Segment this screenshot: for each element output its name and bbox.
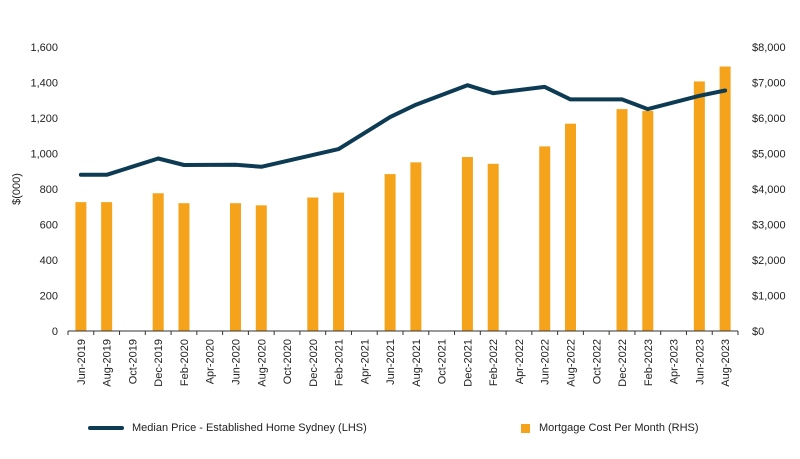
x-tick-label: Apr-2021 xyxy=(359,339,371,384)
bar xyxy=(178,203,190,331)
y-left-tick-label: 600 xyxy=(40,220,58,232)
bar xyxy=(101,202,113,331)
y-left-tick-label: 0 xyxy=(52,326,58,338)
x-tick-label: Jun-2019 xyxy=(76,339,88,385)
y-left-tick-label: 400 xyxy=(40,255,58,267)
x-tick-label: Feb-2020 xyxy=(179,339,191,386)
x-tick-label: Oct-2022 xyxy=(591,339,603,384)
bar xyxy=(410,162,422,331)
y-right-tick-label: $5,000 xyxy=(752,149,786,161)
bar xyxy=(255,205,267,331)
legend-box-swatch xyxy=(521,423,530,433)
x-tick-label: Feb-2022 xyxy=(488,339,500,386)
bar xyxy=(384,174,396,331)
x-tick-label: Apr-2020 xyxy=(205,339,217,384)
median-price-line xyxy=(78,83,728,177)
y-left-tick-label: 1,200 xyxy=(30,113,58,125)
x-tick-label: Aug-2020 xyxy=(256,339,268,387)
x-axis: Jun-2019 Aug-2019 Oct-2019 Dec-2019 Feb-2020… xyxy=(67,330,739,387)
bar xyxy=(461,157,473,331)
bar xyxy=(75,202,87,331)
y-left-tick-label: 1,400 xyxy=(30,78,58,90)
y-right-tick-label: $1,000 xyxy=(752,291,786,303)
bar xyxy=(616,109,628,331)
x-tick-label: Jun-2022 xyxy=(540,339,552,385)
bar xyxy=(230,203,241,331)
x-tick-label: Apr-2023 xyxy=(669,339,681,384)
x-tick-label: Aug-2023 xyxy=(720,339,732,387)
y-right-tick-label: $4,000 xyxy=(752,184,786,196)
bar xyxy=(152,193,164,331)
y-right-tick-label: $7,000 xyxy=(752,78,786,90)
x-tick-label: Jun-2023 xyxy=(694,339,706,385)
y-right-tick-label: $6,000 xyxy=(752,113,786,125)
x-tick-label: Dec-2020 xyxy=(308,339,320,387)
y-axis-left: 0 200 400 600 800 1,000 1,200 1,400 1,600 xyxy=(30,42,58,338)
x-tick-label: Dec-2021 xyxy=(462,339,474,387)
y-axis-left-label: $(000) xyxy=(11,173,23,205)
y-right-tick-label: $2,000 xyxy=(752,255,786,267)
x-tick-label: Oct-2020 xyxy=(282,339,294,384)
legend-line-swatch xyxy=(88,426,124,430)
x-tick-label: Aug-2019 xyxy=(102,339,114,387)
bar xyxy=(693,81,705,331)
y-left-tick-label: 800 xyxy=(40,184,58,196)
bar xyxy=(565,123,576,332)
y-axis-right: $0 $1,000 $2,000 $3,000 $4,000 $5,000 $6,000 $7… xyxy=(752,42,786,338)
y-right-tick-label: $0 xyxy=(752,326,764,338)
x-tick-label: Jun-2020 xyxy=(231,339,243,385)
x-tick-label: Aug-2022 xyxy=(566,339,578,387)
x-tick-label: Apr-2022 xyxy=(514,339,526,384)
y-left-tick-label: 200 xyxy=(40,291,58,303)
legend-label-mortgage-cost: Mortgage Cost Per Month (RHS) xyxy=(539,422,699,434)
bar xyxy=(642,110,654,332)
x-tick-label: Feb-2023 xyxy=(643,339,655,386)
bar-series-mortgage-cost xyxy=(75,66,731,332)
x-tick-label: Oct-2021 xyxy=(437,339,449,384)
bar xyxy=(719,66,731,332)
bar xyxy=(487,163,499,331)
y-right-tick-label: $8,000 xyxy=(752,42,786,54)
x-tick-label: Oct-2019 xyxy=(127,339,139,384)
legend-item-mortgage-cost: Mortgage Cost Per Month (RHS) xyxy=(521,422,699,434)
legend-item-median-price: Median Price - Established Home Sydney (… xyxy=(88,422,367,434)
x-tick-label: Dec-2019 xyxy=(153,339,165,387)
bar xyxy=(307,197,319,331)
x-tick-label: Dec-2022 xyxy=(617,339,629,387)
y-left-tick-label: 1,600 xyxy=(30,42,58,54)
y-right-tick-label: $3,000 xyxy=(752,220,786,232)
x-tick-label: Aug-2021 xyxy=(411,339,423,387)
legend-label-median-price: Median Price - Established Home Sydney (… xyxy=(132,422,367,434)
line-series-median-price xyxy=(78,83,728,177)
y-left-tick-label: 1,000 xyxy=(30,149,58,161)
bar xyxy=(333,192,345,331)
bar xyxy=(539,146,551,331)
x-tick-label: Jun-2021 xyxy=(385,339,397,385)
x-tick-label: Feb-2021 xyxy=(334,339,346,386)
